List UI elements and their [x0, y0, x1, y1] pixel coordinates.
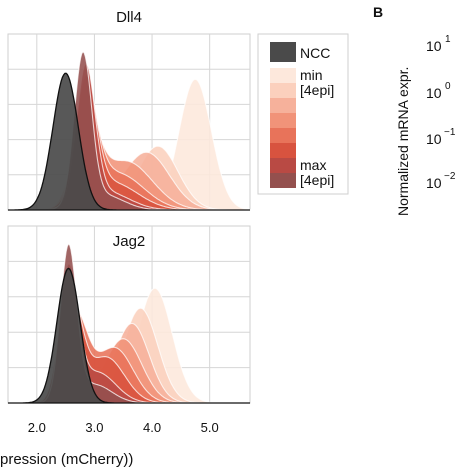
- x-axis-label: pression (mCherry)): [0, 451, 133, 468]
- legend-swatch: [270, 83, 296, 98]
- panel-dll4: Dll4: [7, 9, 251, 211]
- legend-label: [4epi]: [300, 172, 334, 188]
- x-axis: 2.0 3.0 4.0 5.0: [28, 420, 219, 435]
- panel-b-tick-base: 10: [426, 85, 442, 101]
- x-tick-label: 4.0: [143, 420, 161, 435]
- density-series: [8, 72, 250, 211]
- panel-b-tick: 10 −1: [426, 127, 456, 147]
- panel-b-tick-exp: −2: [444, 171, 456, 182]
- legend-swatch: [270, 98, 296, 113]
- panel-b-tick-base: 10: [426, 175, 442, 191]
- panel-b-letter: B: [373, 4, 383, 20]
- panel-b-tick-exp: −1: [444, 127, 456, 138]
- legend-swatch: [270, 173, 296, 188]
- density-series: [8, 267, 250, 404]
- legend-label: max: [300, 157, 326, 173]
- legend-label: NCC: [300, 45, 330, 61]
- panel-b-tick: 10 0: [426, 81, 451, 101]
- density-panels: Dll4 Jag2: [7, 9, 251, 404]
- legend-swatch: [270, 128, 296, 143]
- panel-b-tick: 10 1: [426, 34, 451, 54]
- panel-b-tick-exp: 1: [445, 34, 451, 45]
- legend-swatch-ncc: [270, 42, 296, 62]
- x-tick-label: 3.0: [85, 420, 103, 435]
- legend-swatch: [270, 143, 296, 158]
- legend-swatch: [270, 113, 296, 128]
- panel-b-tick-base: 10: [426, 131, 442, 147]
- legend-label: min: [300, 67, 323, 83]
- panel-b: B Normalized mRNA expr. 10 1 10 0 10 −1 …: [373, 4, 456, 216]
- legend-label: [4epi]: [300, 82, 334, 98]
- panel-title: Dll4: [116, 9, 142, 26]
- panel-b-tick: 10 −2: [426, 171, 456, 191]
- legend-swatch: [270, 68, 296, 83]
- panel-jag2: Jag2: [7, 225, 251, 404]
- legend-swatch: [270, 158, 296, 173]
- panel-b-ylabel: Normalized mRNA expr.: [395, 67, 411, 216]
- x-tick-label: 2.0: [28, 420, 46, 435]
- panel-b-tick-base: 10: [426, 38, 442, 54]
- x-tick-label: 5.0: [201, 420, 219, 435]
- panel-title: Jag2: [113, 233, 146, 250]
- panel-b-tick-exp: 0: [445, 81, 451, 92]
